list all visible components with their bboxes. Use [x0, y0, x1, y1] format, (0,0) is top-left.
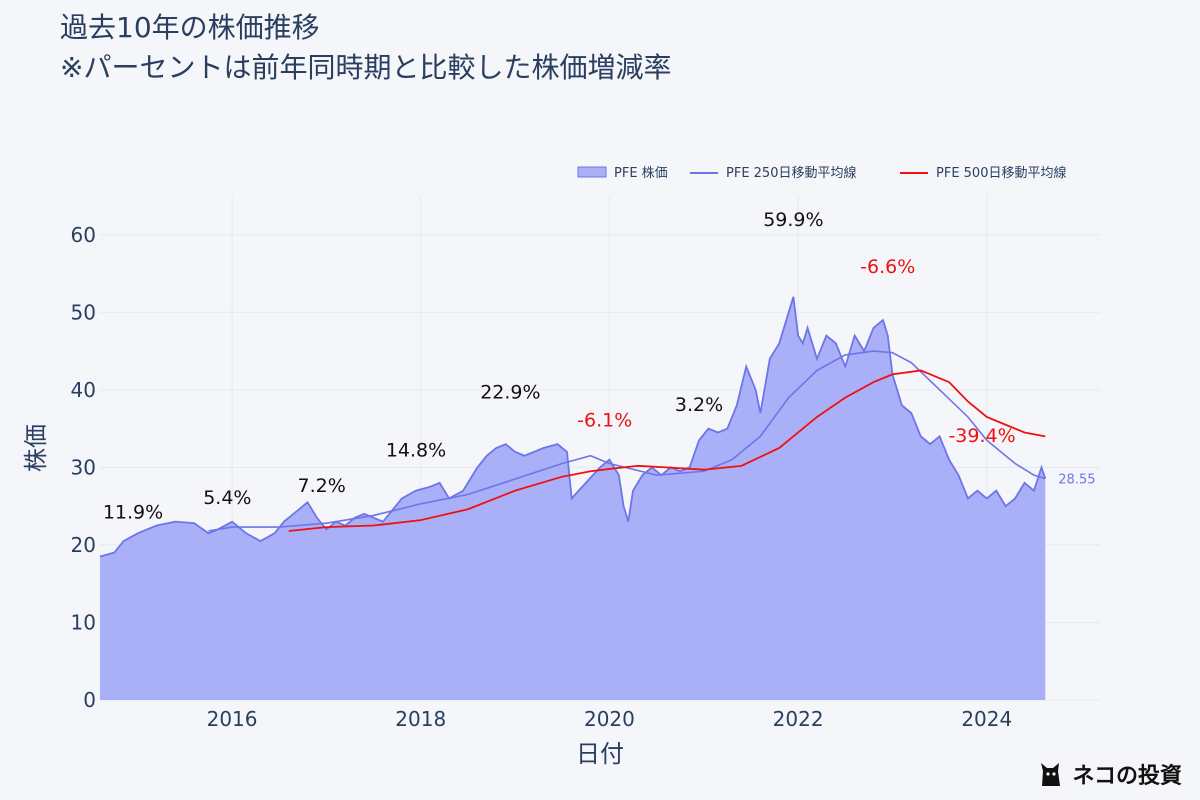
x-tick-label: 2024	[961, 707, 1012, 731]
legend-label-ma500: PFE 500日移動平均線	[936, 165, 1066, 181]
y-tick-label: 10	[71, 610, 96, 634]
chart-title: 過去10年の株価推移 ※パーセントは前年同時期と比較した株価増減率	[60, 8, 671, 88]
last-value-label: 28.55	[1058, 473, 1095, 488]
brand-logo: ネコの投資	[1038, 758, 1182, 790]
pct-annotation: 11.9%	[103, 502, 163, 524]
chart-title-line1: 過去10年の株価推移	[60, 11, 320, 44]
cat-icon	[1041, 763, 1061, 786]
y-tick-label: 60	[71, 223, 96, 247]
legend-label-ma250: PFE 250日移動平均線	[726, 165, 856, 181]
pct-annotation: 7.2%	[298, 475, 346, 497]
pct-annotation: 5.4%	[203, 487, 251, 509]
ma500-line	[288, 369, 1046, 532]
y-tick-label: 20	[71, 533, 96, 557]
pct-annotation: -6.1%	[577, 409, 632, 431]
y-tick-label: 50	[71, 300, 96, 324]
price-line	[99, 296, 1047, 558]
pct-annotation: -6.6%	[860, 256, 915, 278]
x-tick-label: 2016	[207, 707, 258, 731]
pct-annotation: 3.2%	[675, 394, 723, 416]
pct-annotation: 14.8%	[386, 440, 446, 462]
x-axis-title: 日付	[576, 740, 624, 768]
pct-annotation: 59.9%	[763, 209, 823, 231]
ma250-line	[208, 350, 1046, 532]
chart-subtitle: ※パーセントは前年同時期と比較した株価増減率	[60, 51, 672, 84]
x-tick-label: 2022	[773, 707, 824, 731]
y-tick-label: 0	[83, 688, 96, 712]
legend-swatch-price	[577, 166, 607, 178]
x-tick-label: 2020	[584, 707, 635, 731]
pct-annotation: 22.9%	[480, 381, 540, 403]
y-axis-title: 株価	[22, 424, 50, 472]
x-tick-label: 2018	[395, 707, 446, 731]
legend-label-price: PFE 株価	[614, 166, 668, 181]
brand-logo-text: ネコの投資	[1072, 764, 1182, 789]
y-tick-label: 30	[71, 455, 96, 479]
y-tick-label: 40	[71, 378, 96, 402]
pct-annotation: -39.4%	[948, 425, 1015, 447]
